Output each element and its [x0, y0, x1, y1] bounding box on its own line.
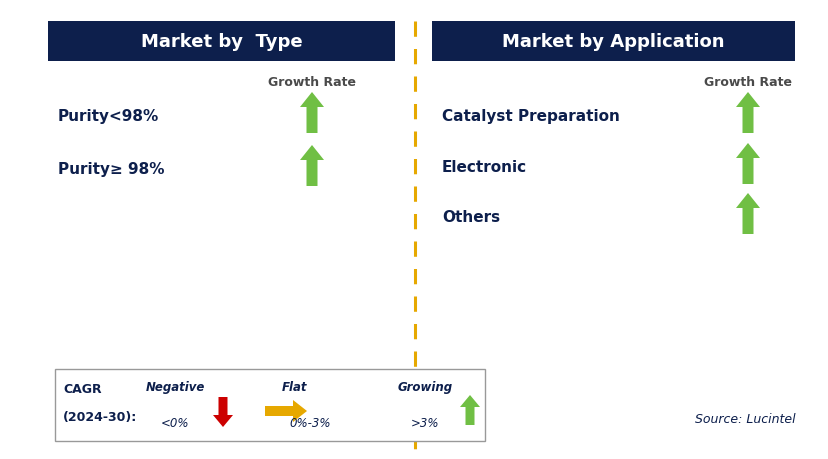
Text: Negative: Negative — [145, 381, 205, 394]
Text: Market by Application: Market by Application — [502, 33, 724, 51]
Polygon shape — [300, 93, 324, 134]
FancyBboxPatch shape — [48, 22, 394, 62]
FancyBboxPatch shape — [431, 22, 794, 62]
Text: Growth Rate: Growth Rate — [703, 76, 791, 90]
Text: Market by  Type: Market by Type — [141, 33, 302, 51]
Text: Catalyst Preparation: Catalyst Preparation — [441, 109, 619, 124]
Text: Growth Rate: Growth Rate — [267, 76, 355, 90]
Text: >3%: >3% — [410, 417, 439, 430]
Text: Purity≥ 98%: Purity≥ 98% — [58, 162, 164, 177]
Polygon shape — [213, 397, 233, 427]
Text: Flat: Flat — [282, 381, 307, 394]
Text: <0%: <0% — [161, 417, 189, 430]
Text: Purity<98%: Purity<98% — [58, 109, 159, 124]
FancyBboxPatch shape — [55, 369, 484, 441]
Text: 0%-3%: 0%-3% — [289, 417, 330, 430]
Text: Growing: Growing — [397, 381, 452, 394]
Polygon shape — [735, 93, 759, 134]
Text: CAGR: CAGR — [63, 383, 102, 396]
Polygon shape — [265, 400, 306, 422]
Text: (2024-30):: (2024-30): — [63, 411, 137, 424]
Text: Electronic: Electronic — [441, 160, 527, 175]
Polygon shape — [735, 194, 759, 235]
Polygon shape — [300, 146, 324, 187]
Polygon shape — [460, 395, 479, 425]
Polygon shape — [735, 144, 759, 185]
Text: Source: Lucintel: Source: Lucintel — [694, 413, 794, 425]
Text: Others: Others — [441, 210, 499, 225]
